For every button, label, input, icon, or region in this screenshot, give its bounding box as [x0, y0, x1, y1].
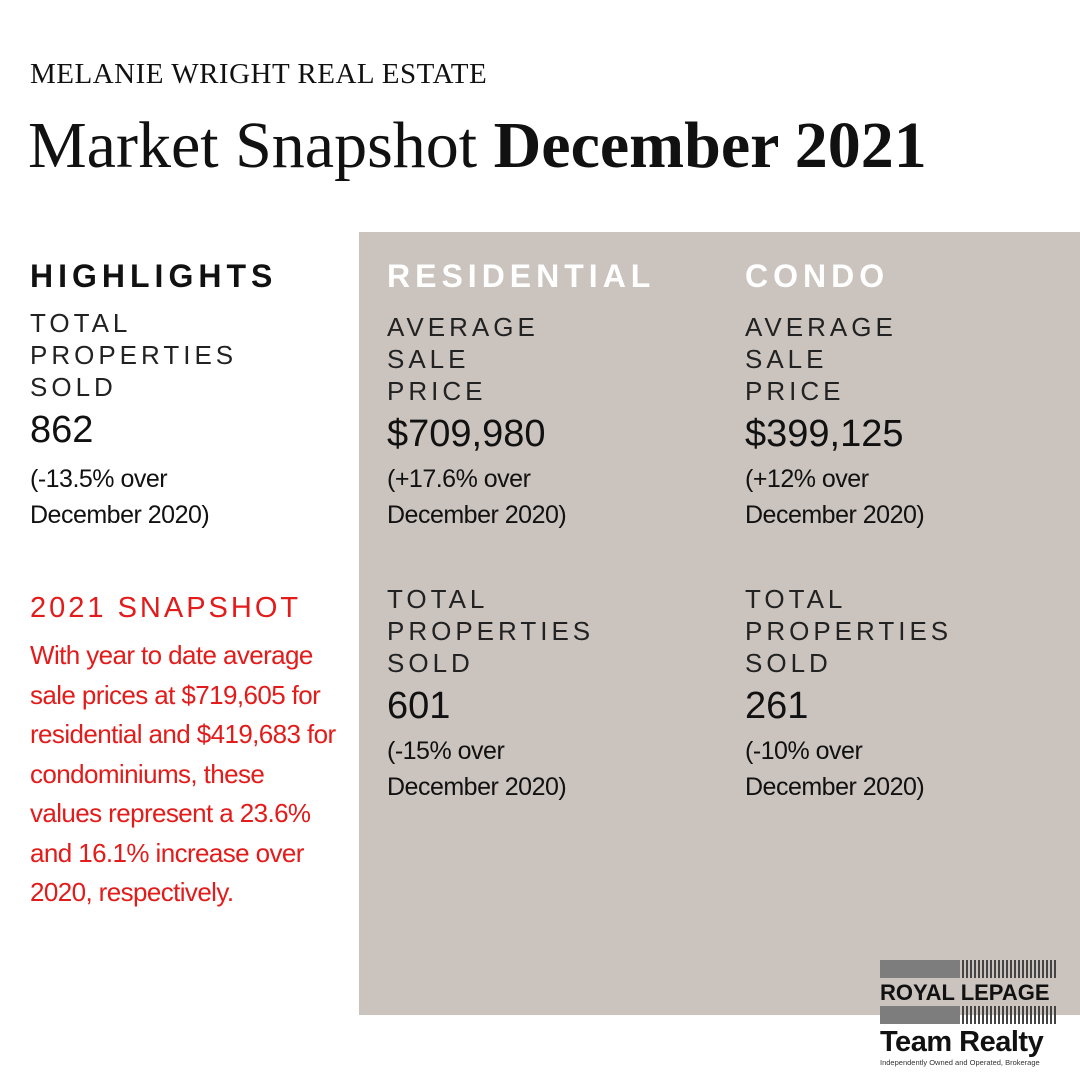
- change-line: December 2020): [387, 501, 567, 529]
- logo-stripes: [962, 1006, 1056, 1024]
- label-line: TOTAL: [387, 584, 489, 614]
- logo-tagline: Independently Owned and Operated, Broker…: [880, 1058, 1040, 1067]
- condo-avg-value: $399,125: [745, 413, 904, 455]
- label-line: PRICE: [745, 376, 845, 406]
- change-line: December 2020): [387, 773, 567, 801]
- royal-lepage-logo: ROYAL LEPAGE Team Realty Independently O…: [880, 960, 1062, 1075]
- logo-mid-bars: [880, 1006, 1062, 1024]
- condo-heading: CONDO: [745, 258, 890, 294]
- label-line: SALE: [745, 344, 828, 374]
- change-line: (+17.6% over: [387, 465, 531, 493]
- logo-royal-lepage-text: ROYAL LEPAGE: [880, 980, 1050, 1005]
- residential-heading: RESIDENTIAL: [387, 258, 656, 294]
- condo-avg-label: AVERAGE SALE PRICE: [745, 311, 1080, 407]
- label-line: SALE: [387, 344, 470, 374]
- change-line: (+12% over: [745, 465, 869, 493]
- change-line: (-10% over: [745, 737, 863, 765]
- label-line: SOLD: [745, 648, 832, 678]
- stats-panel: [359, 232, 1080, 1015]
- highlights-section: HIGHLIGHTS TOTAL PROPERTIES SOLD 862 (-1…: [30, 255, 350, 533]
- page-title: Market Snapshot December 2021: [28, 108, 927, 184]
- label-line: PRICE: [387, 376, 487, 406]
- change-line: (-15% over: [387, 737, 505, 765]
- label-line: PROPERTIES: [30, 340, 238, 370]
- logo-stripes: [962, 960, 1056, 978]
- label-line: TOTAL: [745, 584, 847, 614]
- residential-section: RESIDENTIAL AVERAGE SALE PRICE $709,980 …: [387, 255, 727, 805]
- snapshot-heading: 2021 SNAPSHOT: [30, 592, 302, 624]
- highlights-total-value: 862: [30, 409, 94, 451]
- residential-avg-value: $709,980: [387, 413, 546, 455]
- change-line: December 2020): [745, 773, 925, 801]
- residential-sold-change: (-15% over December 2020): [387, 733, 727, 805]
- residential-sold-label: TOTAL PROPERTIES SOLD: [387, 583, 727, 679]
- residential-avg-change: (+17.6% over December 2020): [387, 461, 727, 533]
- title-regular: Market Snapshot: [28, 109, 494, 182]
- snapshot-text: With year to date average sale prices at…: [30, 640, 336, 907]
- logo-bar-block: [880, 1006, 960, 1024]
- logo-team-realty-text: Team Realty: [880, 1026, 1044, 1058]
- residential-sold-value: 601: [387, 685, 451, 727]
- label-line: AVERAGE: [387, 312, 539, 342]
- highlights-heading: HIGHLIGHTS: [30, 258, 278, 294]
- condo-section: CONDO AVERAGE SALE PRICE $399,125 (+12% …: [745, 255, 1080, 805]
- condo-sold-label: TOTAL PROPERTIES SOLD: [745, 583, 1080, 679]
- highlights-total-change: (-13.5% over December 2020): [30, 461, 350, 533]
- change-line: December 2020): [745, 501, 925, 529]
- condo-sold-change: (-10% over December 2020): [745, 733, 1080, 805]
- change-line: (-13.5% over: [30, 465, 168, 493]
- brand-name: MELANIE WRIGHT REAL ESTATE: [30, 58, 488, 90]
- highlights-total-label: TOTAL PROPERTIES SOLD: [30, 307, 350, 403]
- label-line: TOTAL: [30, 308, 132, 338]
- condo-sold-value: 261: [745, 685, 809, 727]
- title-date: December 2021: [493, 109, 927, 182]
- change-line: December 2020): [30, 501, 210, 529]
- label-line: SOLD: [387, 648, 474, 678]
- logo-top-bars: [880, 960, 1062, 978]
- condo-avg-change: (+12% over December 2020): [745, 461, 1080, 533]
- label-line: PROPERTIES: [387, 616, 595, 646]
- label-line: SOLD: [30, 372, 117, 402]
- label-line: AVERAGE: [745, 312, 897, 342]
- label-line: PROPERTIES: [745, 616, 953, 646]
- residential-avg-label: AVERAGE SALE PRICE: [387, 311, 727, 407]
- logo-bar-block: [880, 960, 960, 978]
